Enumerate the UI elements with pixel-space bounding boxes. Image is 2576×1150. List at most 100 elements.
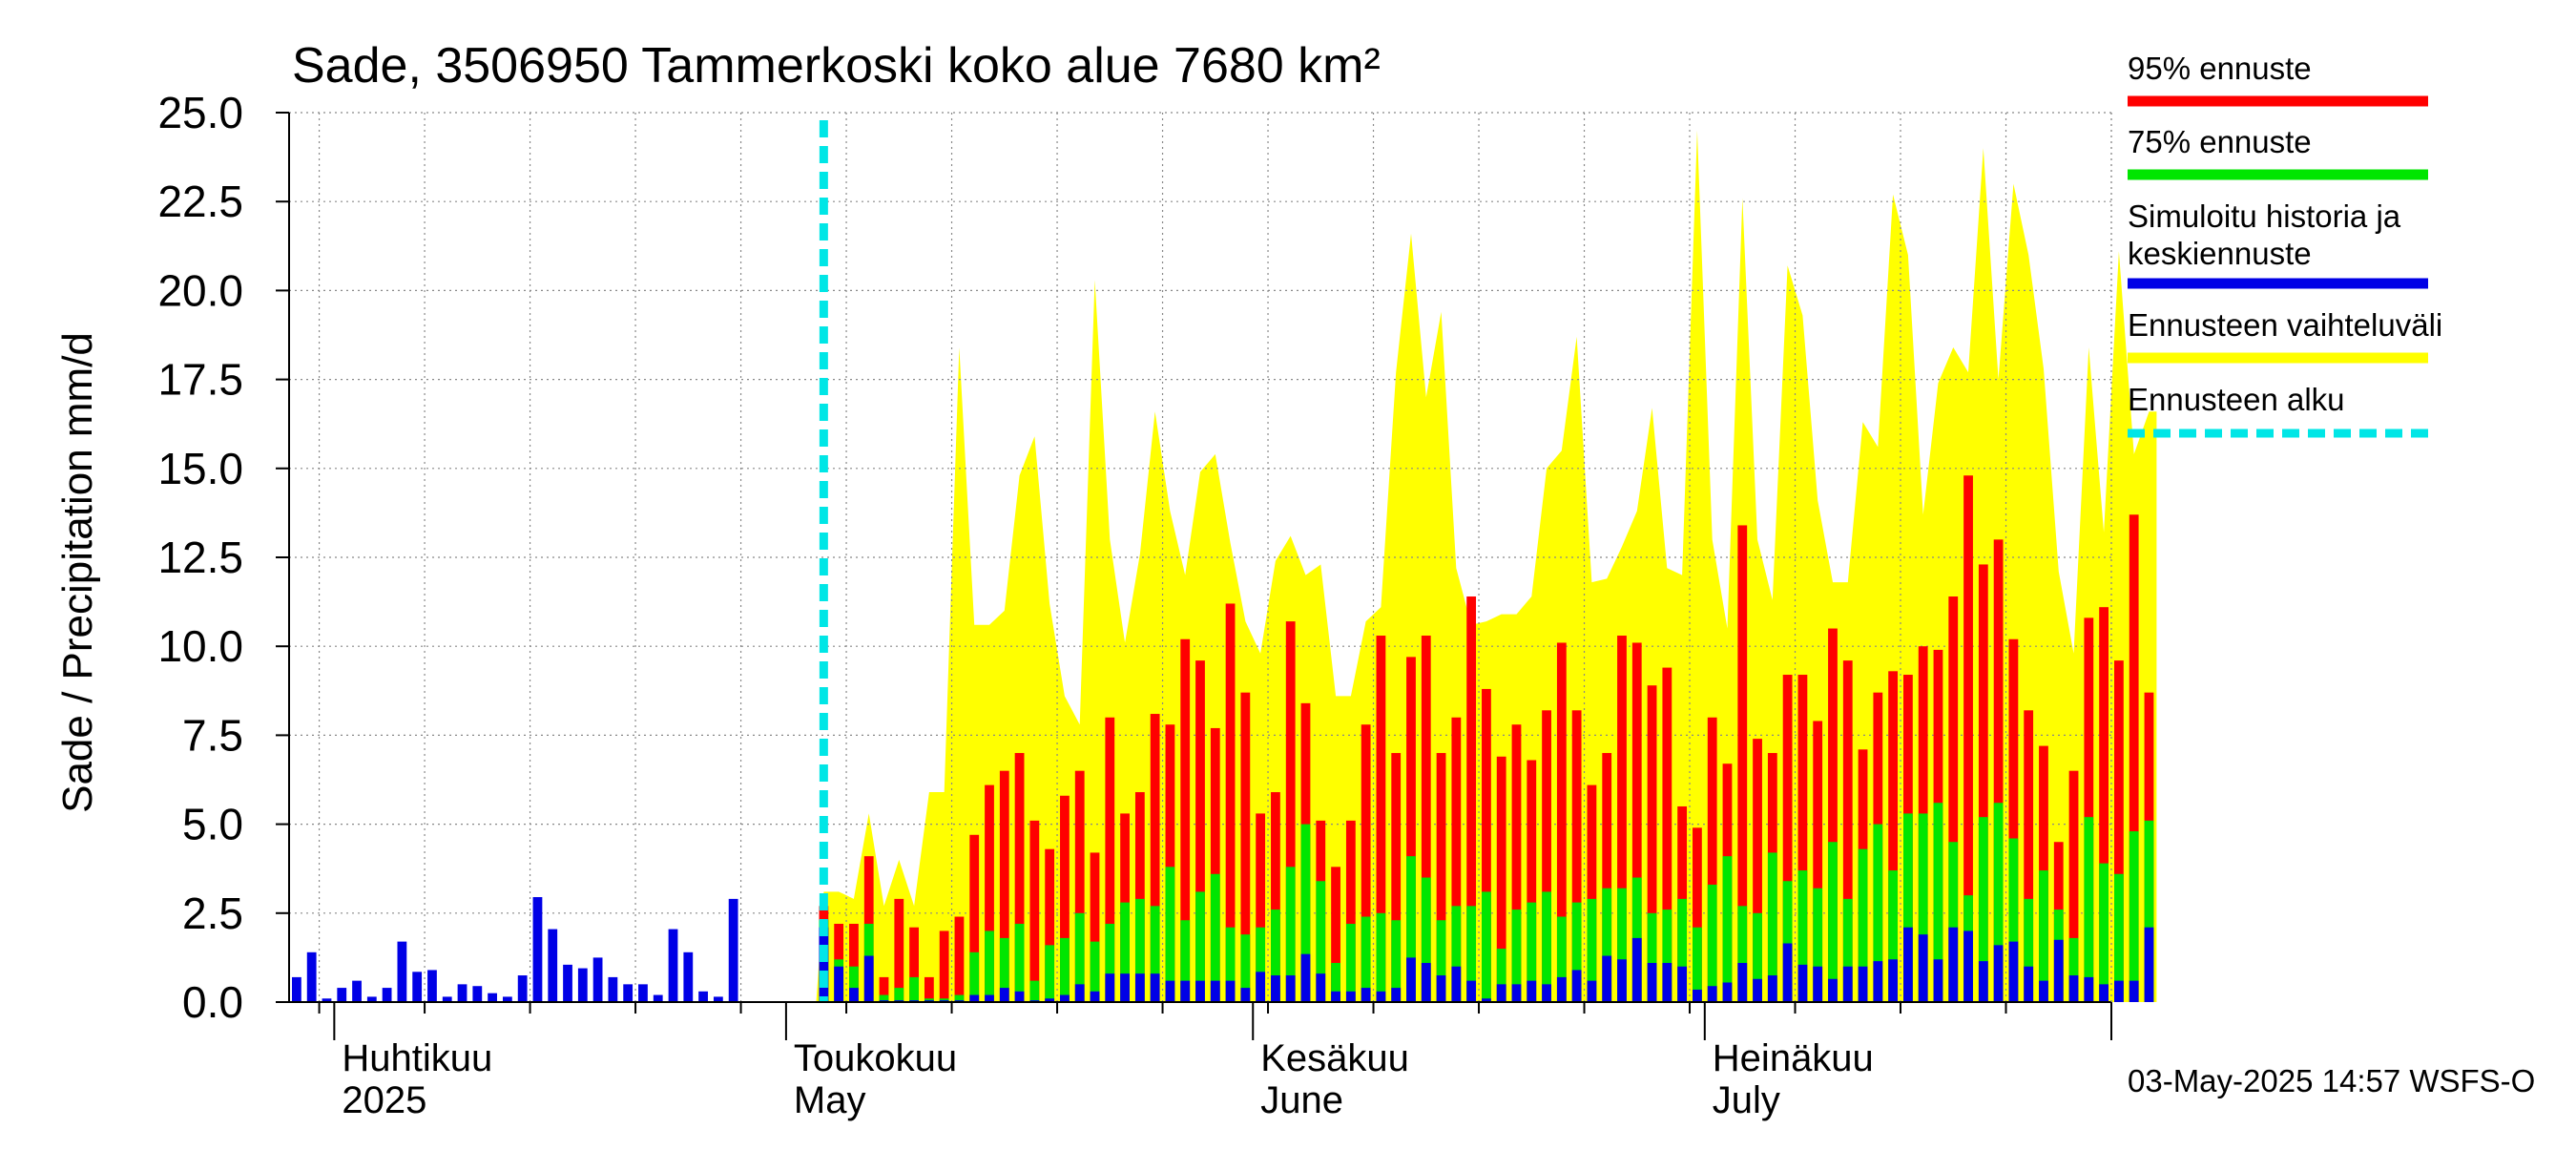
forecast-median-bar — [1888, 959, 1899, 1002]
forecast-p75-bar — [1045, 945, 1055, 1002]
history-bar — [608, 976, 618, 1002]
forecast-p95-bar — [1617, 636, 1627, 1002]
forecast-p75-bar — [1707, 884, 1717, 1002]
forecast-p95-bar — [1556, 642, 1567, 1002]
forecast-median-bar — [1345, 991, 1356, 1002]
forecast-median-bar — [2053, 939, 2064, 1002]
forecast-median-bar — [1496, 984, 1506, 1002]
forecast-p75-bar — [1647, 912, 1657, 1002]
forecast-p75-bar — [1873, 824, 1883, 1002]
history-bar — [683, 951, 694, 1002]
forecast-p75-bar — [1782, 881, 1793, 1002]
forecast-p95-bar — [2084, 617, 2094, 1002]
forecast-p75-bar — [1074, 912, 1085, 1002]
y-tick-label: 0.0 — [182, 977, 243, 1027]
history-bar — [653, 994, 663, 1002]
forecast-p75-bar — [1391, 920, 1402, 1002]
forecast-median-bar — [1406, 957, 1416, 1002]
forecast-median-bar — [1466, 980, 1477, 1002]
forecast-p95-bar — [1602, 753, 1612, 1002]
forecast-p75-bar — [1300, 824, 1311, 1002]
forecast-p95-bar — [1993, 539, 2004, 1002]
forecast-p95-bar — [1285, 621, 1296, 1002]
forecast-median-bar — [1963, 930, 1973, 1002]
history-bar — [337, 988, 347, 1002]
forecast-p75-bar — [1978, 817, 1988, 1002]
forecast-median-bar — [1120, 973, 1130, 1002]
history-bar — [322, 998, 332, 1002]
forecast-median-bar — [1753, 978, 1762, 1002]
forecast-p75-bar — [1090, 941, 1100, 1002]
forecast-median-bar — [1180, 980, 1191, 1002]
x-month-sublabel: 2025 — [342, 1079, 426, 1121]
forecast-p75-bar — [1029, 980, 1040, 1002]
forecast-p75-bar — [1361, 916, 1371, 1002]
forecast-p95-bar — [1391, 753, 1402, 1002]
y-tick-label: 12.5 — [157, 533, 243, 582]
forecast-p95-bar — [2024, 710, 2034, 1002]
forecast-median-bar — [1482, 998, 1491, 1002]
forecast-p95-bar — [1029, 820, 1040, 1002]
forecast-median-bar — [1436, 975, 1446, 1002]
forecast-p75-bar — [1331, 962, 1340, 1002]
y-tick-label: 25.0 — [157, 88, 243, 137]
forecast-p95-bar — [1571, 710, 1582, 1002]
forecast-median-bar — [969, 994, 980, 1002]
history-bar — [412, 972, 423, 1002]
forecast-p95-bar — [1587, 784, 1597, 1002]
forecast-p95-bar — [1828, 628, 1838, 1002]
history-bar — [698, 991, 708, 1002]
forecast-p95-bar — [1527, 760, 1537, 1002]
forecast-p95-bar — [1195, 660, 1205, 1002]
forecast-p75-bar — [909, 976, 919, 1002]
y-tick-label: 17.5 — [157, 355, 243, 405]
forecast-median-bar — [1767, 975, 1777, 1002]
forecast-median-bar — [1376, 991, 1386, 1002]
forecast-p75-bar — [849, 966, 859, 1002]
history-bar — [548, 929, 558, 1002]
y-tick-label: 20.0 — [157, 265, 243, 315]
forecast-p75-bar — [1767, 852, 1777, 1002]
forecast-p95-bar — [1451, 717, 1462, 1002]
forecast-median-bar — [1993, 945, 2004, 1002]
forecast-p75-bar — [1903, 813, 1913, 1002]
forecast-p95-bar — [1797, 675, 1808, 1002]
forecast-median-bar — [863, 955, 874, 1002]
history-bar — [577, 968, 588, 1002]
forecast-median-bar — [1105, 973, 1115, 1002]
forecast-p95-bar — [954, 916, 965, 1002]
forecast-p75-bar — [999, 937, 1009, 1002]
forecast-p75-bar — [1060, 937, 1070, 1002]
forecast-median-bar — [1045, 998, 1055, 1002]
history-bar — [488, 993, 497, 1002]
forecast-p75-bar — [985, 930, 994, 1002]
forecast-median-bar — [1195, 980, 1205, 1002]
forecast-p95-bar — [1421, 636, 1431, 1002]
forecast-p95-bar — [909, 927, 919, 1002]
forecast-p75-bar — [2113, 873, 2124, 1002]
forecast-median-bar — [1978, 961, 1988, 1002]
forecast-p75-bar — [1150, 906, 1160, 1002]
history-bar — [623, 984, 634, 1002]
forecast-p95-bar — [1150, 714, 1160, 1002]
forecast-p95-bar — [1631, 642, 1642, 1002]
forecast-median-bar — [1571, 970, 1582, 1002]
forecast-median-bar — [1737, 962, 1748, 1002]
forecast-p95-bar — [1888, 671, 1899, 1002]
forecast-median-bar — [1511, 984, 1522, 1002]
forecast-median-bar — [1225, 980, 1236, 1002]
forecast-p95-bar — [924, 976, 934, 1002]
forecast-p95-bar — [985, 784, 994, 1002]
history-bar — [352, 980, 362, 1002]
forecast-median-bar — [1707, 986, 1717, 1002]
forecast-p95-bar — [2099, 607, 2109, 1002]
chart-title: Sade, 3506950 Tammerkoski koko alue 7680… — [292, 38, 1381, 94]
forecast-median-bar — [1210, 980, 1220, 1002]
forecast-p95-bar — [1647, 685, 1657, 1002]
forecast-p95-bar — [1271, 792, 1280, 1002]
y-tick-label: 5.0 — [182, 800, 243, 849]
forecast-p75-bar — [1466, 906, 1477, 1002]
forecast-p75-bar — [879, 994, 889, 1002]
forecast-p75-bar — [1813, 888, 1823, 1002]
